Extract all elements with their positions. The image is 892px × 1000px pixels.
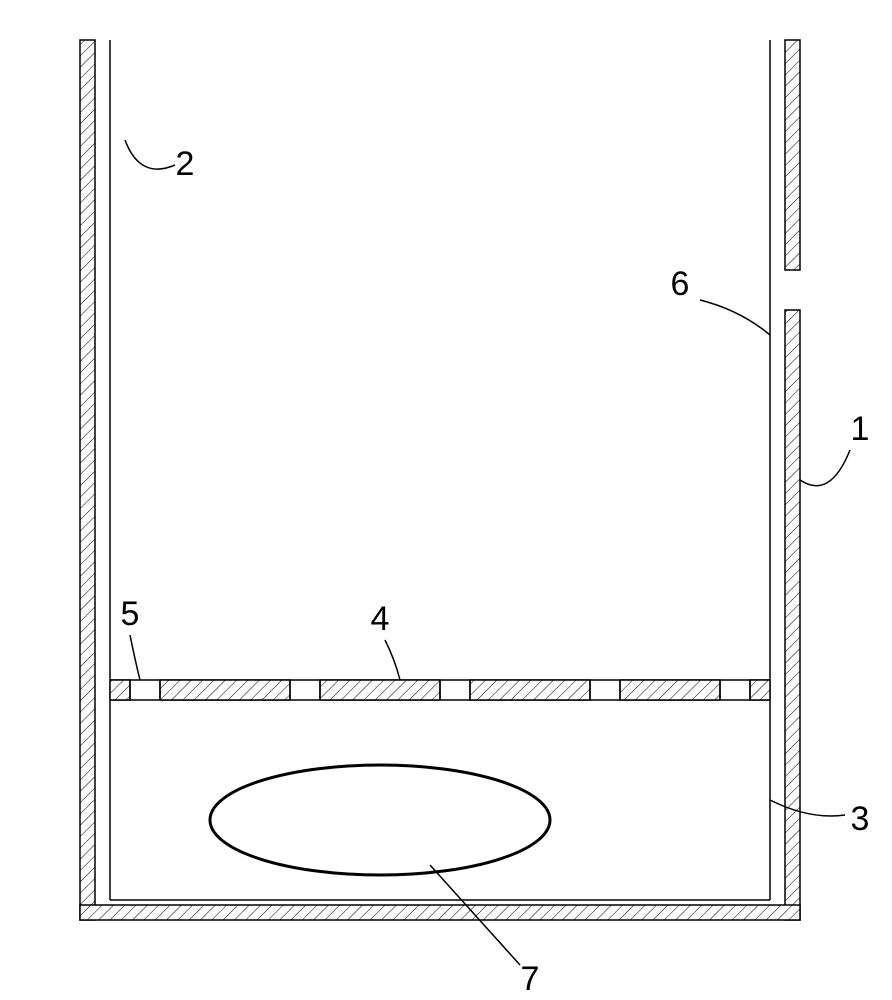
label-3: 3 bbox=[851, 800, 870, 838]
label-2: 2 bbox=[176, 145, 195, 183]
bottom-ellipse bbox=[210, 765, 550, 875]
partition-segment bbox=[160, 680, 290, 700]
partition-segment bbox=[110, 680, 130, 700]
label-4: 4 bbox=[371, 600, 390, 638]
label-7: 7 bbox=[521, 960, 540, 998]
label-1: 1 bbox=[851, 410, 870, 448]
outer-right-wall-lower bbox=[785, 310, 800, 920]
leader-curve-2 bbox=[125, 140, 175, 169]
leader-curve-3 bbox=[770, 800, 845, 816]
outer-bottom-wall bbox=[80, 905, 800, 920]
diagram-svg: 1 2 3 4 5 6 7 bbox=[0, 0, 892, 1000]
partition-segment bbox=[750, 680, 770, 700]
outer-right-wall-upper bbox=[785, 40, 800, 270]
label-5: 5 bbox=[121, 595, 140, 633]
partition-segment bbox=[470, 680, 590, 700]
leader-curve-4 bbox=[385, 640, 400, 680]
label-6: 6 bbox=[671, 265, 690, 303]
outer-left-wall bbox=[80, 40, 95, 920]
partition-segment bbox=[320, 680, 440, 700]
leader-curve-5 bbox=[130, 635, 140, 680]
partition-segment bbox=[620, 680, 720, 700]
leader-curve-1 bbox=[800, 450, 850, 486]
leader-curve-6 bbox=[700, 300, 770, 335]
